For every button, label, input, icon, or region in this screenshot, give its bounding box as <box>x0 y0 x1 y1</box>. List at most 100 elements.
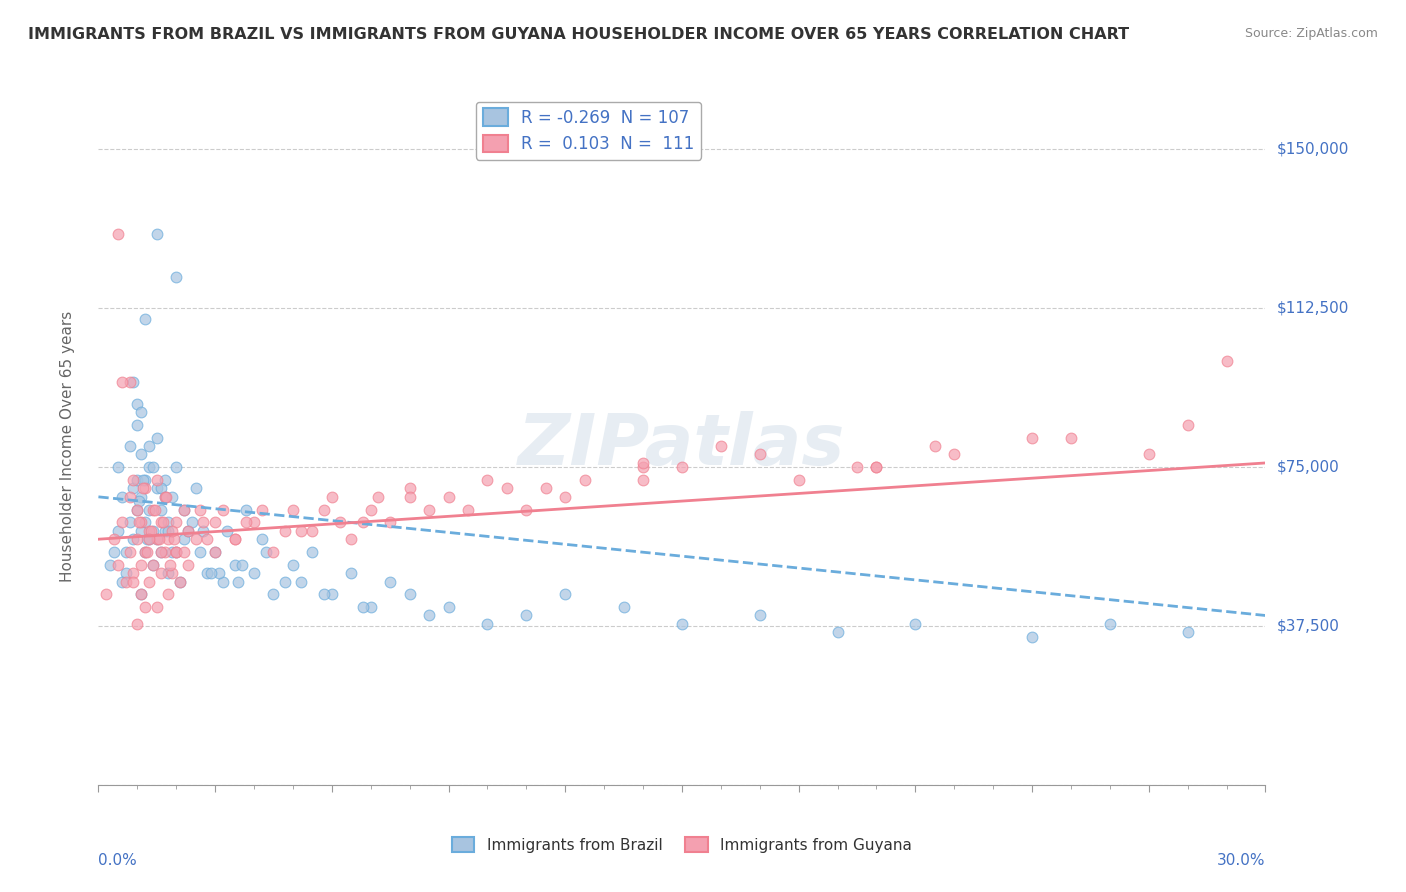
Immigrants from Guyana <box>127 532 149 546</box>
Immigrants from Guyana <box>134 599 156 614</box>
Immigrants from Brazil <box>157 566 180 581</box>
Immigrants from Brazil <box>114 566 136 581</box>
Immigrants from Brazil <box>340 566 363 581</box>
Text: $37,500: $37,500 <box>1277 618 1340 633</box>
Immigrants from Guyana <box>146 599 169 614</box>
Immigrants from Guyana <box>149 515 172 529</box>
Immigrants from Brazil <box>129 524 152 538</box>
Immigrants from Guyana <box>290 524 312 538</box>
Immigrants from Brazil <box>180 515 202 529</box>
Immigrants from Guyana <box>138 532 160 546</box>
Immigrants from Guyana <box>138 524 160 538</box>
Text: Source: ZipAtlas.com: Source: ZipAtlas.com <box>1244 27 1378 40</box>
Immigrants from Brazil <box>146 532 169 546</box>
Immigrants from Guyana <box>107 558 129 572</box>
Immigrants from Brazil <box>122 482 145 496</box>
Immigrants from Brazil <box>321 587 343 601</box>
Immigrants from Guyana <box>149 545 172 559</box>
Immigrants from Guyana <box>845 460 868 475</box>
Immigrants from Brazil <box>149 502 172 516</box>
Immigrants from Brazil <box>208 566 231 581</box>
Immigrants from Brazil <box>1021 630 1043 644</box>
Immigrants from Brazil <box>132 473 155 487</box>
Immigrants from Brazil <box>228 574 250 589</box>
Immigrants from Brazil <box>134 515 156 529</box>
Immigrants from Guyana <box>312 502 335 516</box>
Immigrants from Guyana <box>103 532 125 546</box>
Text: 30.0%: 30.0% <box>1218 853 1265 868</box>
Immigrants from Guyana <box>671 460 693 475</box>
Immigrants from Guyana <box>118 490 141 504</box>
Immigrants from Brazil <box>142 558 165 572</box>
Immigrants from Brazil <box>127 417 149 432</box>
Immigrants from Guyana <box>457 502 479 516</box>
Immigrants from Guyana <box>111 515 134 529</box>
Immigrants from Brazil <box>127 502 149 516</box>
Immigrants from Brazil <box>195 566 218 581</box>
Immigrants from Brazil <box>177 524 200 538</box>
Immigrants from Guyana <box>496 482 519 496</box>
Immigrants from Guyana <box>169 574 191 589</box>
Immigrants from Brazil <box>149 482 172 496</box>
Immigrants from Brazil <box>515 608 537 623</box>
Y-axis label: Householder Income Over 65 years: Householder Income Over 65 years <box>60 310 75 582</box>
Immigrants from Guyana <box>157 587 180 601</box>
Immigrants from Brazil <box>243 566 266 581</box>
Immigrants from Guyana <box>250 502 273 516</box>
Immigrants from Guyana <box>146 532 169 546</box>
Immigrants from Brazil <box>398 587 420 601</box>
Immigrants from Guyana <box>165 515 187 529</box>
Immigrants from Guyana <box>1137 447 1160 462</box>
Immigrants from Brazil <box>146 227 169 241</box>
Immigrants from Guyana <box>352 515 374 529</box>
Immigrants from Guyana <box>262 545 284 559</box>
Immigrants from Brazil <box>129 587 152 601</box>
Immigrants from Guyana <box>243 515 266 529</box>
Immigrants from Guyana <box>127 502 149 516</box>
Immigrants from Guyana <box>127 617 149 632</box>
Immigrants from Brazil <box>134 473 156 487</box>
Immigrants from Brazil <box>138 439 160 453</box>
Immigrants from Guyana <box>631 456 654 470</box>
Immigrants from Guyana <box>418 502 440 516</box>
Immigrants from Brazil <box>290 574 312 589</box>
Immigrants from Brazil <box>165 460 187 475</box>
Immigrants from Brazil <box>1098 617 1121 632</box>
Immigrants from Guyana <box>748 447 770 462</box>
Immigrants from Guyana <box>165 545 187 559</box>
Immigrants from Guyana <box>114 574 136 589</box>
Immigrants from Brazil <box>184 482 207 496</box>
Immigrants from Guyana <box>865 460 887 475</box>
Immigrants from Brazil <box>98 558 121 572</box>
Text: IMMIGRANTS FROM BRAZIL VS IMMIGRANTS FROM GUYANA HOUSEHOLDER INCOME OVER 65 YEAR: IMMIGRANTS FROM BRAZIL VS IMMIGRANTS FRO… <box>28 27 1129 42</box>
Immigrants from Brazil <box>173 502 195 516</box>
Immigrants from Guyana <box>224 532 246 546</box>
Immigrants from Guyana <box>193 515 215 529</box>
Immigrants from Brazil <box>157 515 180 529</box>
Immigrants from Guyana <box>143 502 166 516</box>
Immigrants from Guyana <box>149 566 172 581</box>
Immigrants from Brazil <box>360 599 382 614</box>
Immigrants from Guyana <box>204 515 226 529</box>
Immigrants from Guyana <box>188 502 211 516</box>
Immigrants from Brazil <box>418 608 440 623</box>
Immigrants from Guyana <box>163 532 186 546</box>
Immigrants from Guyana <box>398 482 420 496</box>
Immigrants from Guyana <box>398 490 420 504</box>
Immigrants from Brazil <box>142 460 165 475</box>
Immigrants from Guyana <box>212 502 235 516</box>
Immigrants from Guyana <box>321 490 343 504</box>
Immigrants from Guyana <box>631 460 654 475</box>
Immigrants from Guyana <box>96 587 118 601</box>
Immigrants from Guyana <box>367 490 389 504</box>
Immigrants from Brazil <box>352 599 374 614</box>
Immigrants from Guyana <box>574 473 596 487</box>
Immigrants from Brazil <box>193 524 215 538</box>
Text: $150,000: $150,000 <box>1277 142 1348 157</box>
Immigrants from Guyana <box>340 532 363 546</box>
Immigrants from Guyana <box>129 515 152 529</box>
Immigrants from Brazil <box>129 447 152 462</box>
Immigrants from Guyana <box>195 532 218 546</box>
Immigrants from Brazil <box>212 574 235 589</box>
Immigrants from Brazil <box>281 558 304 572</box>
